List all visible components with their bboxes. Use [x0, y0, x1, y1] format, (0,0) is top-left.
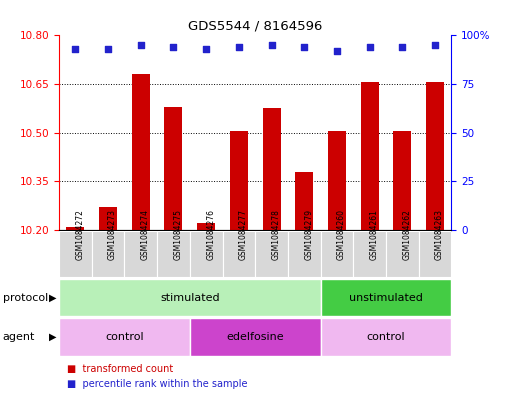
Text: GSM1084274: GSM1084274: [141, 209, 150, 260]
Bar: [197, 223, 215, 230]
Point: [235, 44, 243, 50]
Bar: [66, 227, 84, 230]
Point: [267, 42, 275, 48]
Bar: [321, 231, 353, 277]
Point: [431, 42, 439, 48]
Text: unstimulated: unstimulated: [349, 293, 423, 303]
Bar: [288, 231, 321, 277]
Bar: [321, 318, 451, 356]
Text: ▶: ▶: [49, 293, 56, 303]
Bar: [386, 231, 419, 277]
Text: control: control: [105, 332, 144, 342]
Point: [71, 46, 80, 52]
Bar: [426, 83, 444, 230]
Point: [202, 46, 210, 52]
Text: GSM1084277: GSM1084277: [239, 209, 248, 260]
Bar: [59, 279, 321, 316]
Text: ■  percentile rank within the sample: ■ percentile rank within the sample: [67, 379, 247, 389]
Point: [169, 44, 177, 50]
Point: [333, 48, 341, 54]
Bar: [353, 231, 386, 277]
Bar: [132, 74, 150, 230]
Bar: [124, 231, 157, 277]
Text: GSM1084273: GSM1084273: [108, 209, 117, 260]
Bar: [99, 207, 117, 230]
Text: protocol: protocol: [3, 293, 48, 303]
Bar: [361, 83, 379, 230]
Bar: [190, 231, 223, 277]
Point: [136, 42, 145, 48]
Point: [104, 46, 112, 52]
Text: GSM1084261: GSM1084261: [370, 209, 379, 260]
Bar: [165, 107, 183, 230]
Bar: [255, 231, 288, 277]
Title: GDS5544 / 8164596: GDS5544 / 8164596: [188, 20, 322, 33]
Text: GSM1084276: GSM1084276: [206, 209, 215, 260]
Bar: [223, 231, 255, 277]
Point: [398, 44, 406, 50]
Text: GSM1084279: GSM1084279: [304, 209, 313, 260]
Text: GSM1084275: GSM1084275: [173, 209, 183, 260]
Bar: [295, 171, 313, 230]
Text: GSM1084278: GSM1084278: [271, 209, 281, 260]
Point: [300, 44, 308, 50]
Text: stimulated: stimulated: [160, 293, 220, 303]
Text: GSM1084263: GSM1084263: [435, 209, 444, 260]
Bar: [321, 279, 451, 316]
Bar: [59, 318, 190, 356]
Bar: [263, 108, 281, 230]
Bar: [393, 131, 411, 230]
Text: agent: agent: [3, 332, 35, 342]
Bar: [190, 318, 321, 356]
Bar: [92, 231, 125, 277]
Bar: [328, 131, 346, 230]
Text: GSM1084262: GSM1084262: [402, 209, 411, 260]
Point: [366, 44, 374, 50]
Bar: [419, 231, 451, 277]
Text: edelfosine: edelfosine: [226, 332, 284, 342]
Text: ▶: ▶: [49, 332, 56, 342]
Text: ■  transformed count: ■ transformed count: [67, 364, 173, 375]
Bar: [157, 231, 190, 277]
Text: GSM1084260: GSM1084260: [337, 209, 346, 260]
Text: GSM1084272: GSM1084272: [75, 209, 84, 260]
Bar: [230, 131, 248, 230]
Bar: [59, 231, 92, 277]
Text: control: control: [367, 332, 405, 342]
